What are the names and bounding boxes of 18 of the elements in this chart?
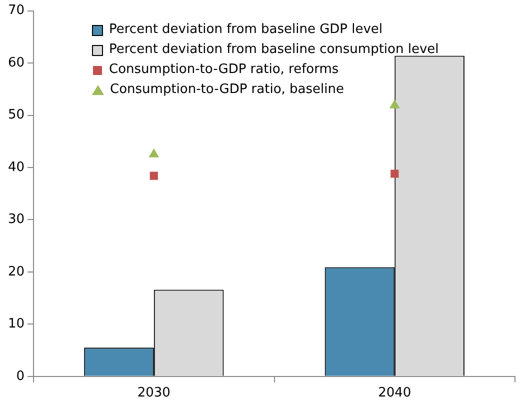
y-tick-label: 20: [8, 264, 25, 280]
x-tick-label: 2040: [378, 386, 412, 401]
legend-label: Consumption-to-GDP ratio, reforms: [109, 61, 339, 79]
y-tick-label: 30: [8, 212, 25, 228]
y-tick-label: 50: [8, 108, 25, 123]
point: [149, 148, 159, 158]
legend-label: Percent deviation from baseline consumption level: [109, 41, 439, 59]
y-tick-label: 10: [8, 316, 25, 332]
y-tick-label: 60: [8, 55, 25, 70]
legend-label: Consumption-to-GDP ratio, baseline: [110, 81, 344, 99]
y-tick-label: 40: [8, 160, 25, 175]
point: [390, 100, 400, 108]
y-tick-label: 0: [16, 368, 25, 384]
y-tick-label: 70: [8, 3, 25, 18]
point: [390, 170, 399, 178]
legend-label: Percent deviation from baseline GDP level: [109, 21, 383, 39]
point: [150, 172, 158, 180]
x-tick-label: 2030: [137, 386, 170, 401]
